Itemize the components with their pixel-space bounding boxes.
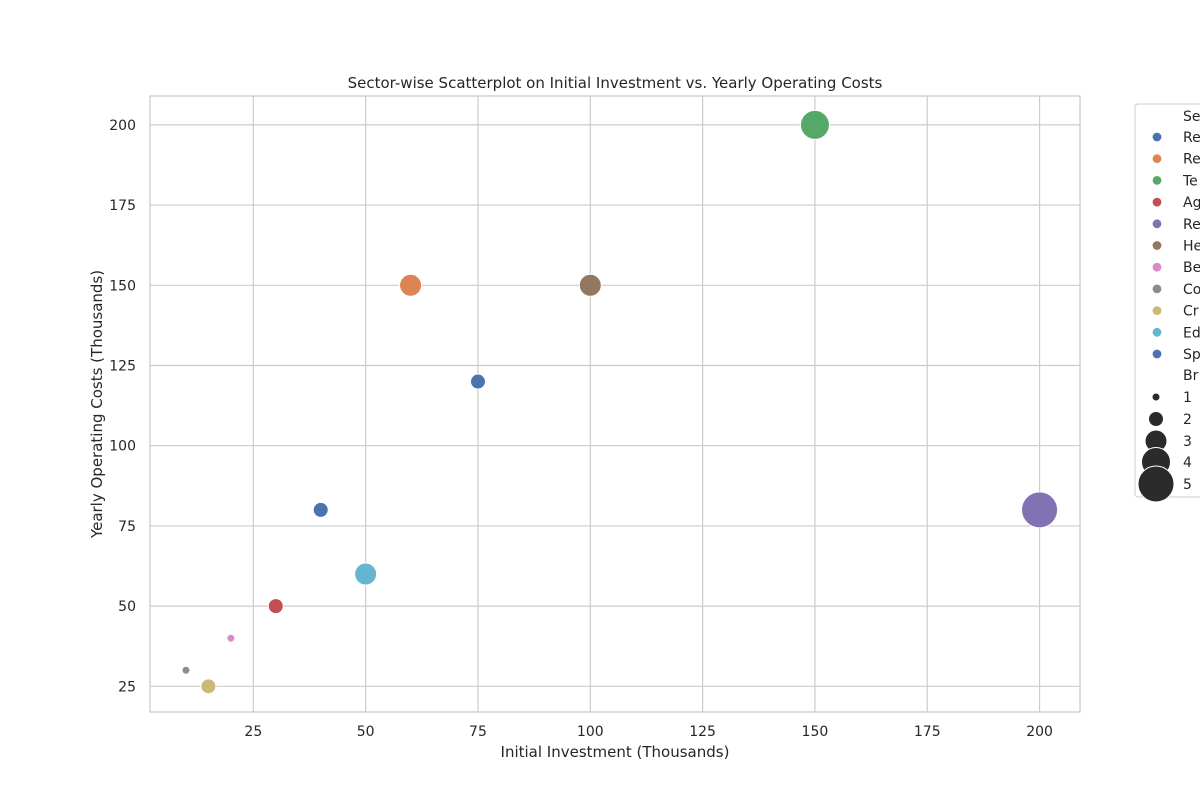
legend: Se Re Re Te Ag Re He Be Co Cr Ed Sp Br 1 2 3 4 5 <box>1134 103 1200 503</box>
data-points <box>181 109 1059 695</box>
data-point-9 <box>354 562 378 586</box>
data-point-0 <box>312 501 329 518</box>
legend-hue-label-1: Re <box>1183 152 1200 168</box>
legend-hue-marker-9 <box>1151 327 1163 338</box>
legend-size-label-1: 1 <box>1183 390 1192 406</box>
y-tick-label-200: 200 <box>109 118 136 134</box>
legend-size-entries: 1 2 3 4 5 <box>1137 390 1192 503</box>
legend-hue-marker-2 <box>1151 175 1163 186</box>
data-point-7 <box>181 665 191 675</box>
legend-hue-marker-7 <box>1151 283 1163 295</box>
legend-size-marker-1 <box>1151 392 1161 402</box>
legend-size-title: Br <box>1183 368 1199 384</box>
legend-hue-label-9: Ed <box>1183 325 1200 341</box>
y-tick-label-150: 150 <box>109 278 136 294</box>
legend-hue-marker-6 <box>1151 262 1163 273</box>
x-tick-labels: 25 50 75 100 125 150 175 200 <box>244 724 1053 740</box>
legend-hue-marker-10 <box>1151 348 1163 360</box>
data-point-6 <box>226 633 236 643</box>
legend-hue-marker-3 <box>1151 196 1163 208</box>
legend-hue-label-7: Co <box>1183 282 1200 298</box>
legend-size-marker-5 <box>1137 465 1175 503</box>
legend-hue-marker-5 <box>1151 240 1163 251</box>
x-tick-label-25: 25 <box>244 724 262 740</box>
y-axis-title: Yearly Operating Costs (Thousands) <box>88 270 106 539</box>
x-tick-label-75: 75 <box>469 724 487 740</box>
legend-size-label-2: 2 <box>1183 412 1192 428</box>
legend-hue-entries: Re Re Te Ag Re He Be Co Cr Ed Sp <box>1151 130 1200 363</box>
data-point-10 <box>469 373 486 390</box>
legend-hue-label-0: Re <box>1183 130 1200 146</box>
legend-hue-label-8: Cr <box>1183 304 1199 320</box>
x-tick-label-175: 175 <box>914 724 941 740</box>
data-point-1 <box>399 273 423 297</box>
y-tick-label-175: 175 <box>109 198 136 214</box>
legend-hue-label-10: Sp <box>1183 347 1200 363</box>
y-tick-label-50: 50 <box>118 599 136 615</box>
grid <box>150 96 1080 712</box>
plot-border <box>149 95 1081 713</box>
y-tick-label-100: 100 <box>109 439 136 455</box>
x-tick-label-125: 125 <box>689 724 716 740</box>
legend-hue-label-4: Re <box>1183 217 1200 233</box>
legend-hue-label-5: He <box>1183 239 1200 255</box>
legend-size-marker-2 <box>1148 411 1164 427</box>
legend-box <box>1134 103 1200 498</box>
y-tick-label-125: 125 <box>109 359 136 375</box>
y-tick-label-75: 75 <box>118 519 136 535</box>
x-tick-label-200: 200 <box>1026 724 1053 740</box>
y-tick-labels: 25 50 75 100 125 150 175 200 <box>109 118 136 695</box>
legend-hue-label-3: Ag <box>1183 195 1200 211</box>
legend-hue-marker-1 <box>1151 153 1163 164</box>
legend-size-label-3: 3 <box>1183 434 1192 450</box>
data-point-5 <box>578 273 602 297</box>
legend-hue-marker-4 <box>1151 218 1163 230</box>
data-point-2 <box>799 109 830 140</box>
chart-title: Sector-wise Scatterplot on Initial Inves… <box>348 74 883 92</box>
legend-hue-title: Se <box>1183 109 1200 125</box>
legend-hue-marker-8 <box>1151 305 1163 316</box>
x-axis-title: Initial Investment (Thousands) <box>501 743 730 761</box>
data-point-8 <box>200 678 217 695</box>
legend-hue-label-2: Te <box>1182 173 1198 189</box>
y-tick-label-25: 25 <box>118 679 136 695</box>
data-point-3 <box>267 598 284 615</box>
legend-size-label-4: 4 <box>1183 455 1192 471</box>
legend-hue-label-6: Be <box>1183 260 1200 276</box>
x-tick-label-150: 150 <box>802 724 829 740</box>
legend-size-label-5: 5 <box>1183 477 1192 493</box>
x-tick-label-100: 100 <box>577 724 604 740</box>
data-point-4 <box>1021 491 1059 529</box>
legend-hue-marker-0 <box>1151 131 1163 143</box>
x-tick-label-50: 50 <box>357 724 375 740</box>
plot-area <box>150 96 1080 712</box>
